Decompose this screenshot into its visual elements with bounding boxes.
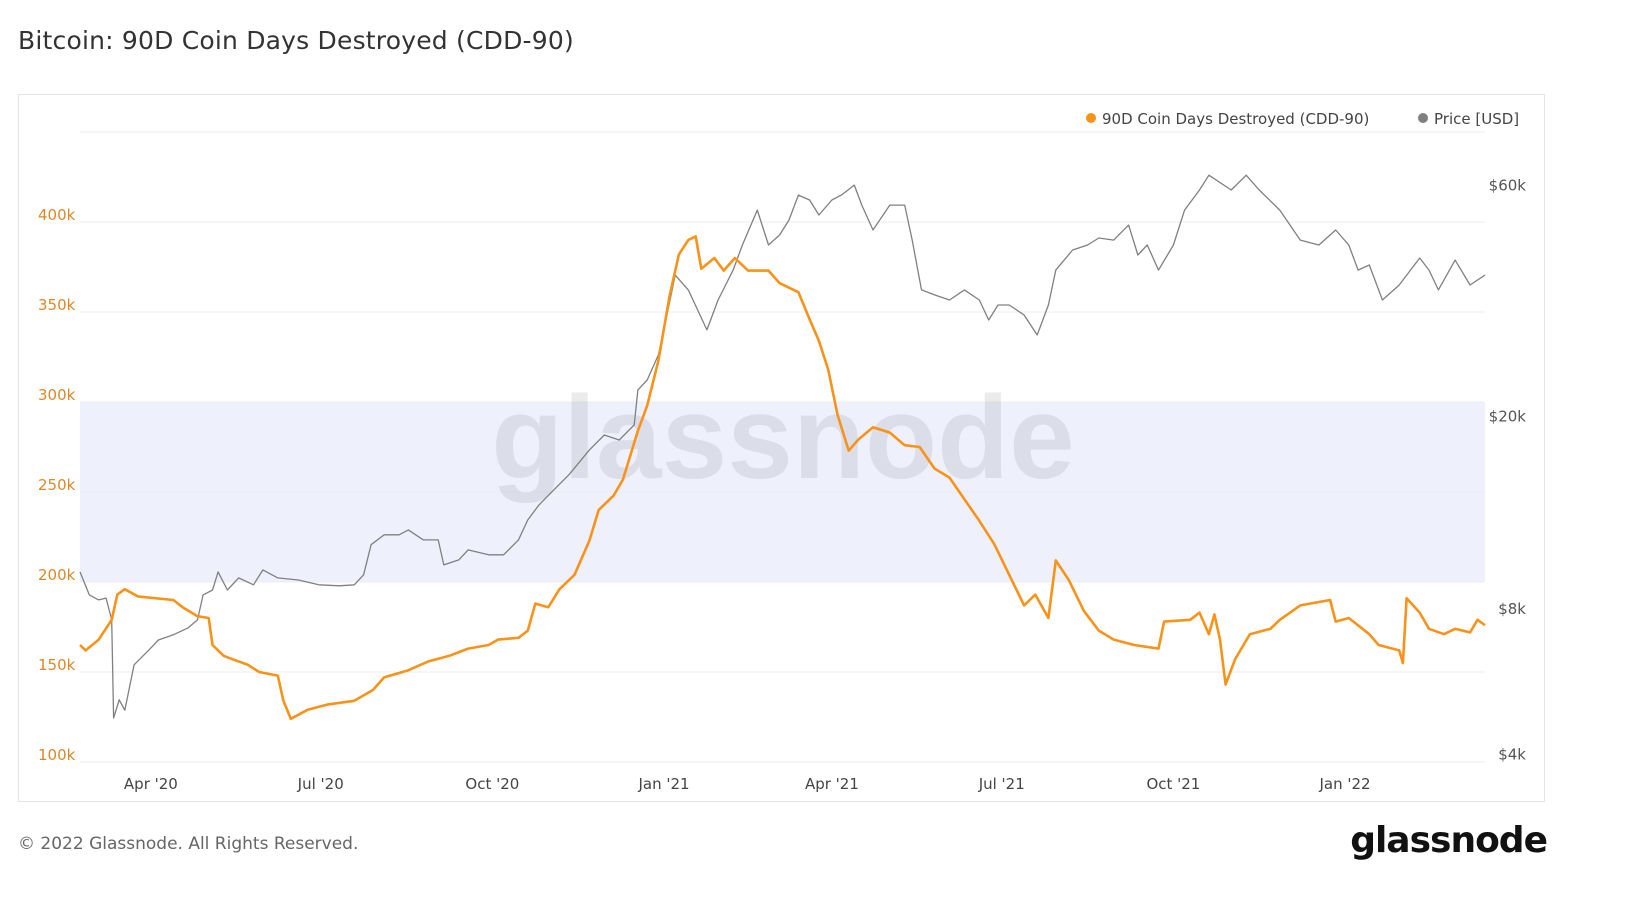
y-left-tick-label: 400k: [38, 206, 76, 224]
chart-frame: [18, 94, 1545, 802]
x-tick-label: Jul '20: [297, 775, 344, 793]
x-tick-label: Apr '20: [124, 775, 178, 793]
x-tick-label: Oct '20: [465, 775, 519, 793]
cdd-series-line: [79, 235, 1486, 721]
legend-marker-price: [1418, 113, 1428, 123]
legend-marker-cdd: [1086, 113, 1096, 123]
x-tick-label: Oct '21: [1146, 775, 1200, 793]
legend-label-price: Price [USD]: [1434, 110, 1519, 128]
x-tick-label: Apr '21: [805, 775, 859, 793]
price-series-line: [79, 174, 1486, 719]
y-right-tick-label: $60k: [1489, 177, 1527, 195]
glassnode-logo: glassnode: [1350, 820, 1548, 861]
watermark: glassnode: [491, 372, 1075, 504]
y-right-tick-label: $4k: [1498, 746, 1526, 764]
x-tick-label: Jan '21: [637, 775, 689, 793]
y-right-tick-label: $8k: [1498, 600, 1526, 618]
y-left-tick-label: 200k: [38, 566, 76, 584]
y-left-tick-label: 150k: [38, 656, 76, 674]
legend-item-price[interactable]: Price [USD]: [1418, 110, 1519, 128]
y-right-tick-label: $20k: [1489, 407, 1527, 425]
y-left-tick-label: 100k: [38, 746, 76, 764]
legend-item-cdd[interactable]: 90D Coin Days Destroyed (CDD-90): [1086, 110, 1369, 128]
x-tick-label: Jul '21: [978, 775, 1025, 793]
y-left-tick-label: 350k: [38, 296, 76, 314]
copyright: © 2022 Glassnode. All Rights Reserved.: [18, 834, 359, 854]
x-tick-label: Jan '22: [1319, 775, 1371, 793]
chart-title: Bitcoin: 90D Coin Days Destroyed (CDD-90…: [18, 26, 574, 55]
y-left-tick-label: 250k: [38, 476, 76, 494]
y-left-tick-label: 300k: [38, 386, 76, 404]
legend-label-cdd: 90D Coin Days Destroyed (CDD-90): [1102, 110, 1369, 128]
